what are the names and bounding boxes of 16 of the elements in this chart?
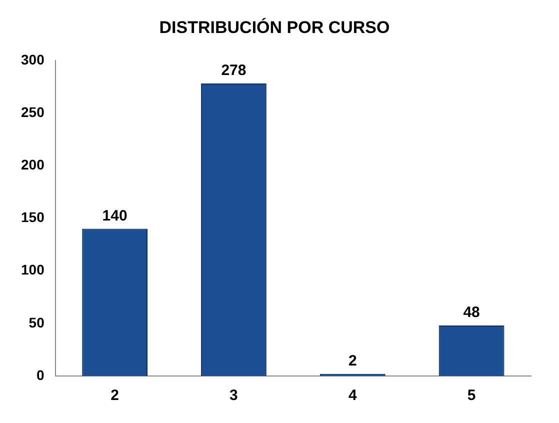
x-tick-label: 4	[348, 387, 358, 404]
data-label: 278	[221, 62, 246, 80]
chart-title: DISTRIBUCIÓN POR CURSO	[159, 16, 390, 37]
x-tick-label: 3	[230, 387, 238, 404]
y-tick-label: 0	[36, 366, 45, 383]
y-tick-label: 200	[21, 156, 45, 172]
y-tick-label: 50	[28, 314, 45, 330]
x-tick-label: 2	[110, 387, 119, 404]
y-tick-label: 150	[21, 209, 45, 226]
x-tick-label: 5	[467, 387, 476, 404]
data-label: 48	[463, 304, 480, 322]
y-tick-label: 250	[21, 104, 45, 120]
y-tick-label: 100	[21, 262, 45, 278]
y-tick-label: 300	[21, 51, 45, 68]
data-label: 2	[348, 352, 357, 370]
data-label: 140	[102, 207, 128, 224]
